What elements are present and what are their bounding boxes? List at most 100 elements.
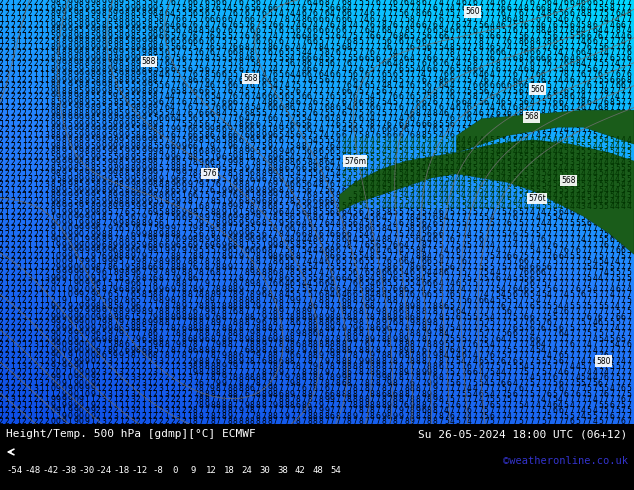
Text: 7: 7 [256, 43, 261, 51]
Text: 7: 7 [187, 307, 192, 316]
Text: 4: 4 [284, 291, 289, 299]
Text: 5: 5 [73, 21, 78, 29]
Text: 8: 8 [153, 291, 158, 299]
Text: 7: 7 [575, 257, 580, 267]
Text: 1: 1 [10, 4, 15, 13]
Text: 6: 6 [227, 235, 232, 245]
Text: 7: 7 [626, 257, 631, 267]
Polygon shape [456, 110, 634, 152]
Text: 7: 7 [216, 202, 221, 211]
Text: 7: 7 [415, 59, 420, 68]
Text: 8: 8 [204, 263, 209, 272]
Text: 7: 7 [444, 252, 449, 261]
Text: 5: 5 [113, 26, 118, 35]
Text: 7: 7 [432, 43, 437, 51]
Text: 4: 4 [455, 175, 460, 184]
Text: 7: 7 [113, 224, 118, 233]
Text: 7: 7 [256, 263, 261, 272]
Text: 2: 2 [22, 384, 27, 393]
Text: 4: 4 [478, 401, 483, 410]
Text: 4: 4 [552, 147, 557, 156]
Text: 4: 4 [347, 274, 352, 283]
Text: 9: 9 [84, 142, 89, 151]
Text: 2: 2 [22, 230, 27, 239]
Text: 7: 7 [318, 98, 323, 107]
Text: 9: 9 [141, 136, 146, 145]
Text: 8: 8 [421, 307, 426, 316]
Text: 7: 7 [489, 15, 495, 24]
Text: 6: 6 [307, 53, 312, 63]
Text: 9: 9 [141, 351, 146, 360]
Text: 7: 7 [507, 246, 512, 255]
Text: 7: 7 [450, 15, 455, 24]
Text: 7: 7 [398, 384, 403, 393]
Text: 5: 5 [410, 59, 415, 68]
Text: 9: 9 [130, 269, 135, 277]
Text: 7: 7 [410, 48, 415, 57]
Text: 5: 5 [67, 9, 72, 19]
Text: 9: 9 [61, 246, 67, 255]
Text: 4: 4 [261, 98, 266, 107]
Text: 8: 8 [153, 164, 158, 173]
Text: 2: 2 [153, 417, 158, 426]
Text: 7: 7 [552, 296, 557, 305]
Text: 5: 5 [398, 169, 403, 178]
Text: 7: 7 [375, 114, 380, 123]
Text: 9: 9 [73, 246, 78, 255]
Text: 7: 7 [261, 43, 266, 51]
Text: 8: 8 [318, 412, 323, 421]
Text: 3: 3 [398, 191, 403, 200]
Text: 7: 7 [438, 384, 443, 393]
Text: 7: 7 [364, 4, 369, 13]
Text: 7: 7 [136, 351, 141, 360]
Text: 8: 8 [273, 368, 278, 377]
Text: 2: 2 [27, 65, 32, 74]
Text: 5: 5 [461, 164, 466, 173]
Text: 6: 6 [512, 329, 517, 338]
Text: 7: 7 [461, 412, 466, 421]
Text: 5: 5 [153, 114, 158, 123]
Text: 5: 5 [324, 241, 329, 250]
Text: 4: 4 [301, 48, 306, 57]
Text: 2: 2 [4, 351, 10, 360]
Text: 2: 2 [39, 31, 44, 41]
Text: 7: 7 [558, 345, 563, 355]
Text: 7: 7 [518, 26, 523, 35]
Text: 9: 9 [221, 208, 226, 217]
Text: 7: 7 [181, 75, 186, 85]
Text: 2: 2 [0, 26, 4, 35]
Text: 5: 5 [569, 301, 574, 311]
Text: 8: 8 [147, 53, 152, 63]
Text: 2: 2 [0, 153, 4, 162]
Text: 7: 7 [176, 92, 181, 101]
Text: 7: 7 [153, 307, 158, 316]
Text: 2: 2 [33, 202, 38, 211]
Text: 5: 5 [370, 208, 375, 217]
Text: 8: 8 [410, 219, 415, 228]
Text: 7: 7 [484, 351, 489, 360]
Text: 7: 7 [609, 274, 614, 283]
Text: 2: 2 [16, 103, 21, 112]
Text: 4: 4 [404, 186, 409, 195]
Text: 4: 4 [552, 158, 557, 167]
Text: 6: 6 [541, 53, 546, 63]
Text: 4: 4 [489, 175, 495, 184]
Text: 2: 2 [44, 379, 49, 388]
Text: 5: 5 [136, 98, 141, 107]
Text: 2: 2 [39, 169, 44, 178]
Text: 9: 9 [130, 158, 135, 167]
Text: 9: 9 [101, 257, 107, 267]
Text: 8: 8 [204, 362, 209, 371]
Text: 6: 6 [147, 208, 152, 217]
Text: 2: 2 [16, 263, 21, 272]
Text: 7: 7 [273, 136, 278, 145]
Text: 7: 7 [501, 279, 506, 289]
Text: 5: 5 [96, 114, 101, 123]
Text: 7: 7 [552, 417, 557, 426]
Text: 5: 5 [370, 197, 375, 206]
Text: 7: 7 [301, 0, 306, 7]
Text: 8: 8 [313, 384, 318, 393]
Text: 2: 2 [10, 147, 15, 156]
Text: 7: 7 [227, 0, 232, 7]
Text: 9: 9 [141, 180, 146, 189]
